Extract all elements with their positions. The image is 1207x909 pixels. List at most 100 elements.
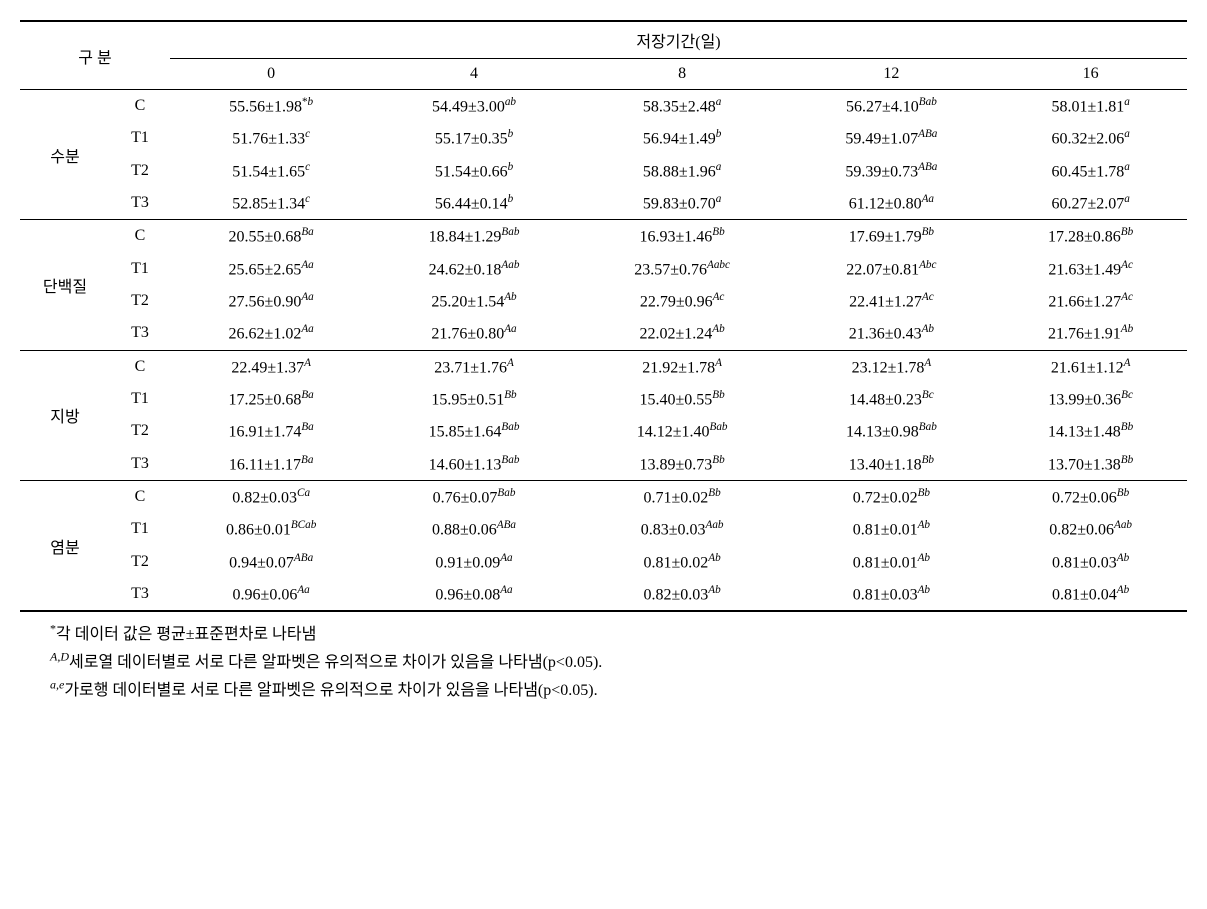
group-label: 염분 <box>20 480 110 611</box>
treatment-label: C <box>110 90 170 123</box>
data-cell: 55.17±0.35b <box>372 122 575 154</box>
treatment-label: T2 <box>110 546 170 578</box>
treatment-label: C <box>110 480 170 513</box>
treatment-label: T2 <box>110 285 170 317</box>
data-cell: 0.82±0.03Ab <box>576 578 789 611</box>
data-cell: 17.28±0.86Bb <box>994 220 1187 253</box>
data-cell: 22.41±1.27Ac <box>789 285 995 317</box>
data-cell: 23.12±1.78A <box>789 350 995 383</box>
data-cell: 22.07±0.81Abc <box>789 253 995 285</box>
data-cell: 27.56±0.90Aa <box>170 285 372 317</box>
data-cell: 14.13±1.48Bb <box>994 415 1187 447</box>
data-cell: 56.27±4.10Bab <box>789 90 995 123</box>
treatment-label: T2 <box>110 415 170 447</box>
data-cell: 0.81±0.03Ab <box>994 546 1187 578</box>
data-cell: 17.69±1.79Bb <box>789 220 995 253</box>
data-cell: 15.85±1.64Bab <box>372 415 575 447</box>
data-cell: 0.72±0.06Bb <box>994 480 1187 513</box>
treatment-label: T2 <box>110 155 170 187</box>
data-cell: 0.82±0.03Ca <box>170 480 372 513</box>
data-cell: 51.54±1.65c <box>170 155 372 187</box>
data-cell: 18.84±1.29Bab <box>372 220 575 253</box>
data-cell: 21.63±1.49Ac <box>994 253 1187 285</box>
treatment-label: T3 <box>110 578 170 611</box>
day-header: 0 <box>170 59 372 90</box>
data-cell: 26.62±1.02Aa <box>170 317 372 350</box>
data-cell: 58.35±2.48a <box>576 90 789 123</box>
data-cell: 21.92±1.78A <box>576 350 789 383</box>
data-cell: 13.99±0.36Bc <box>994 383 1187 415</box>
data-cell: 0.72±0.02Bb <box>789 480 995 513</box>
data-cell: 0.76±0.07Bab <box>372 480 575 513</box>
data-cell: 0.81±0.01Ab <box>789 546 995 578</box>
storage-header: 저장기간(일) <box>170 21 1187 59</box>
treatment-label: T3 <box>110 317 170 350</box>
data-cell: 22.49±1.37A <box>170 350 372 383</box>
data-cell: 21.76±0.80Aa <box>372 317 575 350</box>
data-cell: 14.13±0.98Bab <box>789 415 995 447</box>
data-cell: 14.60±1.13Bab <box>372 448 575 481</box>
treatment-label: T1 <box>110 513 170 545</box>
data-cell: 0.82±0.06Aab <box>994 513 1187 545</box>
footnote: A,D세로열 데이터별로 서로 다른 알파벳은 유의적으로 차이가 있음을 나타… <box>50 648 1187 672</box>
data-cell: 56.44±0.14b <box>372 187 575 220</box>
data-cell: 58.88±1.96a <box>576 155 789 187</box>
footnote: a,e가로행 데이터별로 서로 다른 알파벳은 유의적으로 차이가 있음을 나타… <box>50 676 1187 700</box>
data-cell: 51.54±0.66b <box>372 155 575 187</box>
data-cell: 20.55±0.68Ba <box>170 220 372 253</box>
data-cell: 14.48±0.23Bc <box>789 383 995 415</box>
data-cell: 0.96±0.06Aa <box>170 578 372 611</box>
data-cell: 59.39±0.73ABa <box>789 155 995 187</box>
data-cell: 23.71±1.76A <box>372 350 575 383</box>
data-cell: 23.57±0.76Aabc <box>576 253 789 285</box>
data-cell: 0.88±0.06ABa <box>372 513 575 545</box>
data-cell: 14.12±1.40Bab <box>576 415 789 447</box>
data-cell: 0.81±0.03Ab <box>789 578 995 611</box>
footnotes: *각 데이터 값은 평균±표준편차로 나타냄 A,D세로열 데이터별로 서로 다… <box>20 620 1187 700</box>
treatment-label: C <box>110 220 170 253</box>
data-cell: 58.01±1.81a <box>994 90 1187 123</box>
data-cell: 21.61±1.12A <box>994 350 1187 383</box>
treatment-label: C <box>110 350 170 383</box>
data-cell: 13.89±0.73Bb <box>576 448 789 481</box>
data-cell: 13.40±1.18Bb <box>789 448 995 481</box>
data-cell: 51.76±1.33c <box>170 122 372 154</box>
data-cell: 16.93±1.46Bb <box>576 220 789 253</box>
data-cell: 0.71±0.02Bb <box>576 480 789 513</box>
data-cell: 60.32±2.06a <box>994 122 1187 154</box>
data-cell: 55.56±1.98*b <box>170 90 372 123</box>
data-cell: 16.91±1.74Ba <box>170 415 372 447</box>
data-cell: 61.12±0.80Aa <box>789 187 995 220</box>
data-cell: 0.81±0.04Ab <box>994 578 1187 611</box>
data-cell: 25.20±1.54Ab <box>372 285 575 317</box>
data-cell: 13.70±1.38Bb <box>994 448 1187 481</box>
data-cell: 21.36±0.43Ab <box>789 317 995 350</box>
category-header: 구 분 <box>20 21 170 90</box>
data-cell: 60.27±2.07a <box>994 187 1187 220</box>
data-cell: 59.83±0.70a <box>576 187 789 220</box>
data-cell: 21.66±1.27Ac <box>994 285 1187 317</box>
data-cell: 21.76±1.91Ab <box>994 317 1187 350</box>
data-cell: 60.45±1.78a <box>994 155 1187 187</box>
group-label: 단백질 <box>20 220 110 350</box>
treatment-label: T1 <box>110 122 170 154</box>
day-header: 16 <box>994 59 1187 90</box>
data-cell: 15.40±0.55Bb <box>576 383 789 415</box>
data-cell: 25.65±2.65Aa <box>170 253 372 285</box>
data-cell: 0.83±0.03Aab <box>576 513 789 545</box>
day-header: 8 <box>576 59 789 90</box>
data-cell: 0.81±0.02Ab <box>576 546 789 578</box>
data-cell: 24.62±0.18Aab <box>372 253 575 285</box>
treatment-label: T1 <box>110 383 170 415</box>
treatment-label: T3 <box>110 448 170 481</box>
data-cell: 22.02±1.24Ab <box>576 317 789 350</box>
data-cell: 0.96±0.08Aa <box>372 578 575 611</box>
group-label: 지방 <box>20 350 110 480</box>
data-cell: 15.95±0.51Bb <box>372 383 575 415</box>
data-cell: 52.85±1.34c <box>170 187 372 220</box>
data-cell: 54.49±3.00ab <box>372 90 575 123</box>
footnote: *각 데이터 값은 평균±표준편차로 나타냄 <box>50 620 1187 644</box>
day-header: 12 <box>789 59 995 90</box>
group-label: 수분 <box>20 90 110 220</box>
treatment-label: T1 <box>110 253 170 285</box>
